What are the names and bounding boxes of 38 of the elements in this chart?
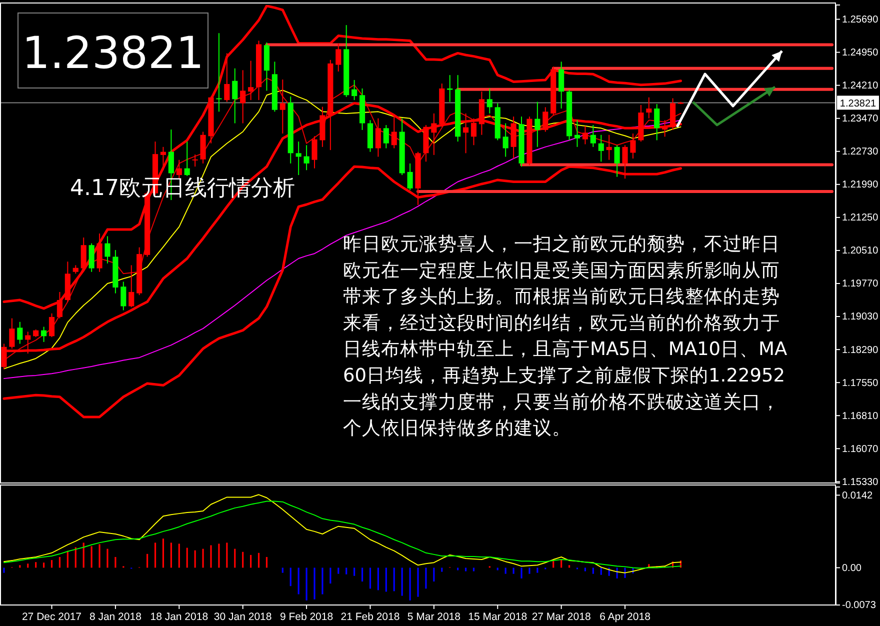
y-tick-label: 1.15330 <box>842 476 879 488</box>
x-tick-label: 30 Jan 2018 <box>214 611 272 623</box>
annotation: 个人依旧保持做多的建议。 <box>343 417 571 440</box>
x-tick-label: 9 Feb 2018 <box>280 611 334 623</box>
x-tick-label: 21 Feb 2018 <box>340 611 400 623</box>
y-tick-label: 1.24950 <box>842 48 879 59</box>
x-tick-label: 6 Apr 2018 <box>600 611 651 623</box>
y-tick-label: 0.0142 <box>842 490 874 502</box>
x-tick-label: 27 Dec 2017 <box>22 611 82 623</box>
annotation: 60日均线，再趋势上支撑了之前虚假下探的1.22952 <box>343 364 786 386</box>
y-tick-label: 1.25690 <box>842 14 879 26</box>
y-tick-label: 1.21250 <box>842 212 879 224</box>
y-tick-label: 1.19030 <box>842 312 879 323</box>
ref-line-label: 1.23821 <box>840 98 877 110</box>
y-tick-label: 1.23470 <box>842 114 879 125</box>
y-tick-label: 1.22730 <box>842 146 879 158</box>
x-tick-label: 5 Mar 2018 <box>407 611 461 623</box>
x-tick-label: 27 Mar 2018 <box>532 611 591 623</box>
annotation: 日线布林带中轨至上，且高于MA5日、MA10日、MA <box>343 338 788 360</box>
y-tick-label: 1.21990 <box>842 180 879 191</box>
annotation: 来看，经过这段时间的纠结，欧元当前的价格致力于 <box>343 312 780 334</box>
x-tick-label: 8 Jan 2018 <box>89 611 142 623</box>
annotation: 1.23821 <box>22 28 204 79</box>
annotation: 带来了多头的上扬。而根据当前欧元日线整体的走势 <box>343 286 780 308</box>
y-tick-label: 0.00 <box>842 562 862 574</box>
y-tick-label: 1.16810 <box>842 410 879 422</box>
x-tick-label: 18 Jan 2018 <box>150 611 208 623</box>
annotation: 昨日欧元涨势喜人，一扫之前欧元的颓势，不过昨日 <box>343 233 780 255</box>
y-tick-label: 1.20510 <box>842 246 879 257</box>
x-tick-label: 15 Mar 2018 <box>468 611 528 623</box>
y-tick-label: 1.18290 <box>842 344 879 356</box>
annotation: 欧元在一定程度上依旧是受美国方面因素所影响从而 <box>343 259 780 282</box>
y-tick-label: 1.19770 <box>842 278 879 290</box>
annotation: 一线的支撑力度带，只要当前价格不跌破这道关口， <box>343 390 780 413</box>
y-tick-label: -0.0073 <box>842 600 876 612</box>
y-tick-label: 1.17550 <box>842 378 879 389</box>
y-tick-label: 1.24210 <box>842 80 879 92</box>
y-tick-label: 1.16070 <box>842 444 879 455</box>
